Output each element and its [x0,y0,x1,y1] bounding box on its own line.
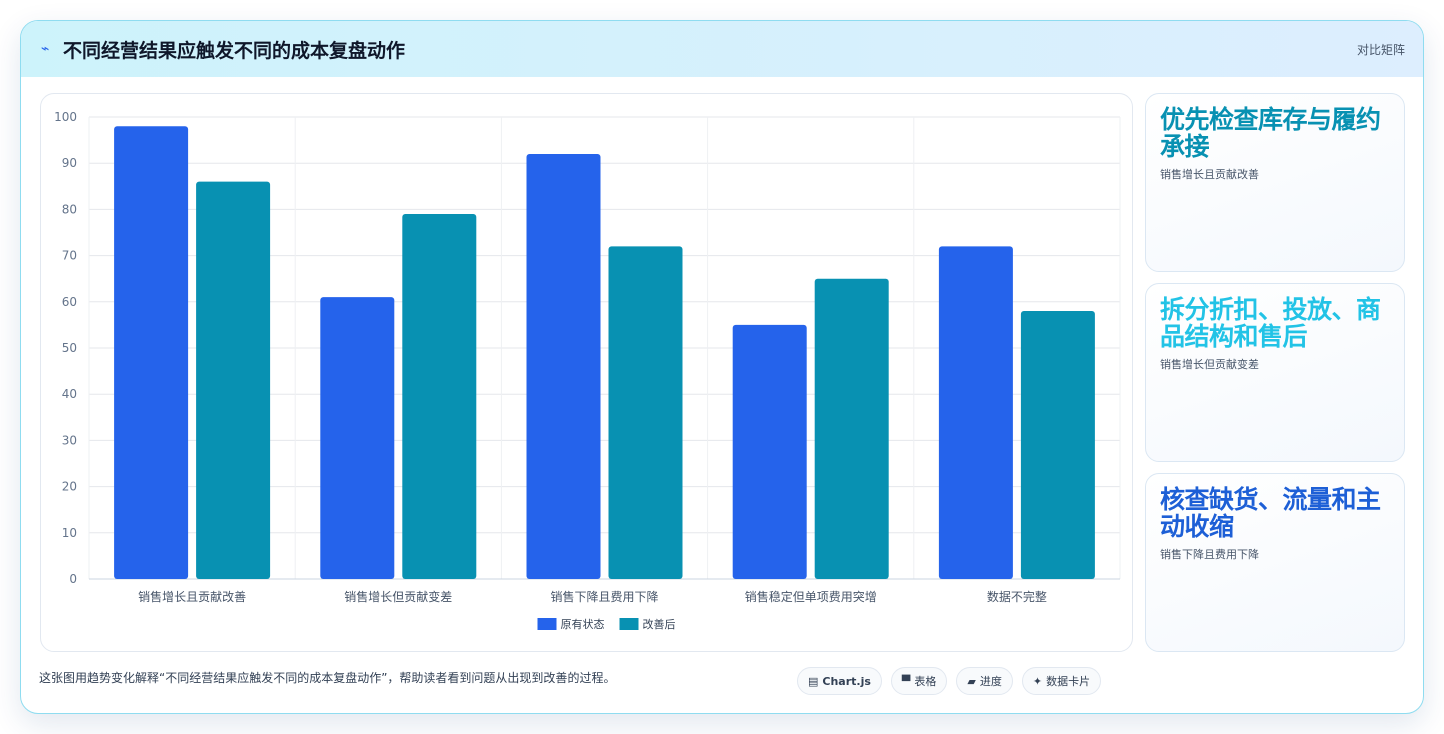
card-title: 优先检查库存与履约承接 [1160,105,1381,161]
panel-header: ⌁ 不同经营结果应触发不同的成本复盘动作 对比矩阵 [21,21,1423,77]
pill-label: 进度 [979,675,1002,688]
bar [402,214,477,579]
y-tick-label: 50 [62,341,77,355]
bar [814,278,889,579]
progress-icon: ▰ [967,674,976,688]
pill-data-cards[interactable]: ✦ 数据卡片 [1021,667,1102,695]
bar [732,324,807,579]
bar [196,181,271,579]
y-tick-label: 20 [62,480,77,494]
pill-label: Chart.js [822,674,871,688]
bar [114,126,189,580]
bar-chart-svg: 0 10 20 30 40 50 60 70 80 90 100 销售增长且贡献改善 销售增长但贡献变差… [54,110,1121,631]
pill-chartjs[interactable]: ▤ Chart.js [797,667,882,695]
legend-label: 原有状态 [561,617,605,631]
insight-card: 优先检查库存与履约承接 销售增长且贡献改善 [1145,93,1405,272]
y-tick-label: 70 [62,249,77,263]
y-tick-label: 90 [62,156,77,170]
insight-card: 拆分折扣、投放、商品结构和售后 销售增长但贡献变差 [1145,283,1405,462]
legend-label: 改善后 [643,617,676,631]
bar [1020,311,1095,579]
bar [608,246,683,580]
pill-label: 表格 [914,675,937,688]
sparkle-icon: ✦ [1032,674,1043,688]
y-tick-label: 40 [62,387,77,401]
trend-icon: ⌁ [41,41,50,57]
card-subtitle: 销售增长但贡献变差 [1160,358,1259,371]
chart-icon: ▤ [808,674,819,688]
x-tick-label: 销售增长且贡献改善 [138,589,246,604]
legend-swatch [619,618,639,630]
insight-cards: 优先检查库存与履约承接 销售增长且贡献改善 拆分折扣、投放、商品结构和售后 销售… [1145,93,1405,663]
y-tick-label: 10 [62,526,77,540]
table-icon: ▀ [901,674,911,688]
bar [938,246,1013,580]
bar [526,153,601,579]
pill-label: 数据卡片 [1046,675,1091,688]
header-tag: 对比矩阵 [1356,42,1405,57]
y-tick-label: 0 [69,572,77,586]
y-tick-label: 60 [62,295,77,309]
y-tick-label: 30 [62,433,77,447]
x-tick-label: 销售增长但贡献变差 [344,589,452,604]
pill-progress[interactable]: ▰ 进度 [956,667,1013,695]
x-tick-label: 销售下降且费用下降 [550,589,658,604]
bar [320,297,395,579]
bar-chart: 0 10 20 30 40 50 60 70 80 90 100 销售增长且贡献改善 销售增长但贡献变差… [40,93,1133,652]
card-title: 拆分折扣、投放、商品结构和售后 [1160,295,1381,351]
chart-description: 这张图用趋势变化解释“不同经营结果应触发不同的成本复盘动作”，帮助读者看到问题从… [39,671,616,685]
insight-card: 核查缺货、流量和主动收缩 销售下降且费用下降 [1145,473,1405,652]
y-tick-label: 80 [62,202,77,216]
y-tick-label: 100 [54,110,77,124]
card-title: 核查缺货、流量和主动收缩 [1160,485,1381,541]
legend-swatch [537,618,557,630]
x-tick-label: 数据不完整 [987,589,1047,604]
page-title: 不同经营结果应触发不同的成本复盘动作 [63,39,406,62]
card-subtitle: 销售下降且费用下降 [1160,548,1259,561]
report-panel: ⌁ 不同经营结果应触发不同的成本复盘动作 对比矩阵 0 10 20 30 40 50 60 7… [20,20,1424,714]
pill-table[interactable]: ▀ 表格 [890,667,948,695]
card-subtitle: 销售增长且贡献改善 [1160,168,1259,181]
x-tick-label: 销售稳定但单项费用突增 [745,589,877,604]
feature-pills: ▤ Chart.js ▀ 表格 ▰ 进度 ✦ 数据卡片 [797,667,1102,695]
